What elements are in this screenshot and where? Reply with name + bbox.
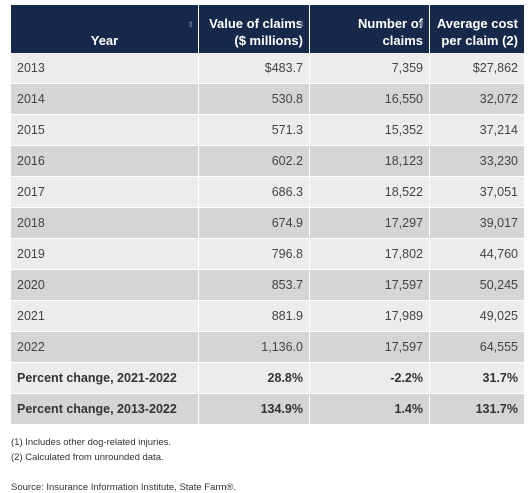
cell-number: 16,550 — [310, 84, 430, 115]
table-row: Percent change, 2013-2022 134.9% 1.4% 131.7… — [11, 394, 524, 425]
cell-average-cost: 64,555 — [430, 332, 524, 363]
cell-average-cost: 50,245 — [430, 270, 524, 301]
cell-average-cost: 131.7% — [430, 394, 524, 425]
sort-icon[interactable]: ⇕ — [187, 20, 194, 29]
cell-number: 15,352 — [310, 115, 430, 146]
cell-average-cost: 32,072 — [430, 84, 524, 115]
cell-average-cost: 31.7% — [430, 363, 524, 394]
cell-average-cost: 44,760 — [430, 239, 524, 270]
cell-number: 17,297 — [310, 208, 430, 239]
cell-year: 2018 — [11, 208, 199, 239]
footnote-2: (2) Calculated from unrounded data. — [11, 452, 164, 463]
cell-average-cost: 37,214 — [430, 115, 524, 146]
header-avg-line2: per claim (2) — [441, 33, 518, 48]
cell-value: 674.9 — [199, 208, 310, 239]
cell-value: 853.7 — [199, 270, 310, 301]
cell-average-cost: $27,862 — [430, 53, 524, 84]
cell-number: 17,989 — [310, 301, 430, 332]
cell-average-cost: 37,051 — [430, 177, 524, 208]
table-row: 2019 796.8 17,802 44,760 — [11, 239, 524, 270]
cell-value: 530.8 — [199, 84, 310, 115]
cell-number: 17,802 — [310, 239, 430, 270]
table-row: 2013 $483.7 7,359 $27,862 — [11, 53, 524, 84]
table-row: 2015 571.3 15,352 37,214 — [11, 115, 524, 146]
cell-year: 2019 — [11, 239, 199, 270]
header-average-cost[interactable]: Average cost per claim (2) — [430, 5, 524, 53]
cell-number: 17,597 — [310, 332, 430, 363]
table-row: 2021 881.9 17,989 49,025 — [11, 301, 524, 332]
cell-average-cost: 49,025 — [430, 301, 524, 332]
cell-value: 881.9 — [199, 301, 310, 332]
table-row: 2018 674.9 17,297 39,017 — [11, 208, 524, 239]
cell-number: 17,597 — [310, 270, 430, 301]
header-number-label: Number of claims — [358, 16, 423, 48]
cell-value: 1,136.0 — [199, 332, 310, 363]
cell-value: 686.3 — [199, 177, 310, 208]
cell-year: 2014 — [11, 84, 199, 115]
header-year-label: Year — [90, 33, 119, 48]
cell-value: 134.9% — [199, 394, 310, 425]
cell-average-cost: 39,017 — [430, 208, 524, 239]
cell-year: 2016 — [11, 146, 199, 177]
cell-number: 18,123 — [310, 146, 430, 177]
table-row: 2017 686.3 18,522 37,051 — [11, 177, 524, 208]
table-body: 2013 $483.7 7,359 $27,862 2014 530.8 16,550 32,… — [11, 53, 524, 425]
cell-year: 2017 — [11, 177, 199, 208]
dog-bite-claims-table: Year ⇕ Value of claims ($ millions) ⇕ Nu… — [11, 5, 524, 425]
header-avg-line1: Average cost — [436, 16, 518, 31]
table-row: Percent change, 2021-2022 28.8% -2.2% 31.7% — [11, 363, 524, 394]
header-year[interactable]: Year ⇕ — [11, 5, 199, 53]
table-header-row: Year ⇕ Value of claims ($ millions) ⇕ Nu… — [11, 5, 524, 53]
claims-table-container: Year ⇕ Value of claims ($ millions) ⇕ Nu… — [11, 5, 524, 493]
sort-icon[interactable]: ⇕ — [298, 20, 305, 29]
cell-number: 18,522 — [310, 177, 430, 208]
cell-average-cost: 33,230 — [430, 146, 524, 177]
footnotes: (1) Includes other dog-related injuries.… — [11, 435, 524, 465]
cell-year: 2020 — [11, 270, 199, 301]
sort-icon[interactable]: ⇕ — [418, 20, 425, 29]
header-number-of-claims[interactable]: Number of claims ⇕ — [310, 5, 430, 53]
cell-year: 2013 — [11, 53, 199, 84]
source-note: Source: Insurance Information Institute,… — [11, 482, 237, 493]
cell-year: 2021 — [11, 301, 199, 332]
table-row: 2014 530.8 16,550 32,072 — [11, 84, 524, 115]
cell-year: 2022 — [11, 332, 199, 363]
cell-year: Percent change, 2013-2022 — [11, 394, 199, 425]
header-value-line1: Value of claims — [209, 16, 303, 31]
cell-number: -2.2% — [310, 363, 430, 394]
footnote-1: (1) Includes other dog-related injuries. — [11, 437, 172, 448]
table-row: 2020 853.7 17,597 50,245 — [11, 270, 524, 301]
header-value-line2: ($ millions) — [234, 33, 303, 48]
cell-year: 2015 — [11, 115, 199, 146]
cell-year: Percent change, 2021-2022 — [11, 363, 199, 394]
table-row: 2022 1,136.0 17,597 64,555 — [11, 332, 524, 363]
cell-value: $483.7 — [199, 53, 310, 84]
cell-value: 28.8% — [199, 363, 310, 394]
cell-value: 796.8 — [199, 239, 310, 270]
header-value-of-claims[interactable]: Value of claims ($ millions) ⇕ — [199, 5, 310, 53]
cell-number: 1.4% — [310, 394, 430, 425]
cell-value: 571.3 — [199, 115, 310, 146]
cell-number: 7,359 — [310, 53, 430, 84]
table-row: 2016 602.2 18,123 33,230 — [11, 146, 524, 177]
cell-value: 602.2 — [199, 146, 310, 177]
